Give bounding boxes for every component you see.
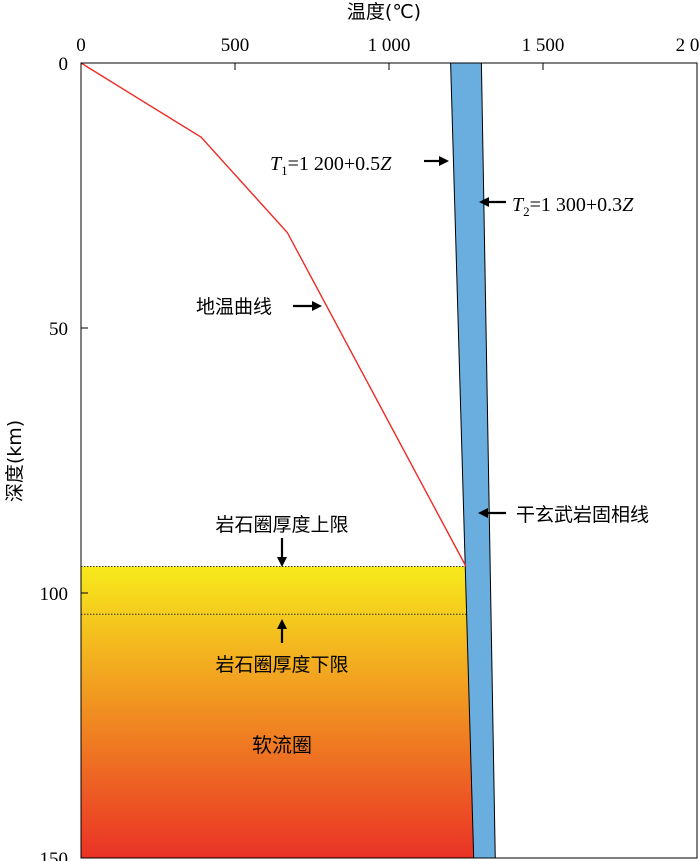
geotherm-label: 地温曲线 — [196, 296, 272, 318]
y-tick-label: 150 — [40, 849, 69, 861]
solidus-label: 干玄武岩固相线 — [516, 504, 649, 526]
y-axis-title: 深度(km) — [4, 420, 26, 502]
y-axis-ticks: 0 50 100 150 — [40, 54, 88, 861]
x-tick-label: 2 000 — [676, 35, 700, 56]
y-tick-label: 100 — [40, 584, 69, 605]
x-tick-label: 1 500 — [522, 35, 565, 56]
x-axis-title: 温度(℃) — [347, 1, 421, 23]
geotherm-line — [80, 62, 467, 567]
upper-limit-label: 岩石圈厚度上限 — [215, 514, 348, 536]
lower-limit-arrow — [277, 619, 287, 643]
t1-var: T — [270, 153, 283, 175]
t1-equation-label: T1=1 200+0.5Z — [270, 153, 392, 178]
x-tick-label: 500 — [221, 35, 250, 56]
asthenosphere-label: 软流圈 — [252, 733, 312, 757]
t2-equation: =1 300+0.3 — [530, 194, 623, 216]
y-tick-label: 50 — [49, 319, 68, 340]
upper-limit-arrow — [277, 538, 287, 567]
lower-limit-label: 岩石圈厚度下限 — [215, 654, 348, 676]
y-tick-label: 0 — [59, 54, 69, 75]
t2-var: T — [512, 194, 525, 216]
solidus-arrow — [478, 508, 506, 518]
annotations: T1=1 200+0.5Z T2=1 300+0.3Z 地温曲线 干玄武岩固相线… — [196, 153, 649, 757]
t1-equation: =1 200+0.5 — [288, 153, 381, 175]
t1-subscript: 1 — [281, 163, 288, 178]
t2-equation-label: T2=1 300+0.3Z — [512, 194, 634, 219]
x-tick-label: 1 000 — [368, 35, 411, 56]
x-tick-label: 0 — [76, 35, 86, 56]
x-axis-ticks: 0 500 1 000 1 500 2 000 — [76, 35, 700, 70]
t2-arrow — [479, 197, 506, 207]
t1-arrow — [424, 156, 449, 166]
geotherm-arrow — [293, 301, 322, 311]
t1-z: Z — [380, 153, 392, 175]
t2-z: Z — [622, 194, 634, 216]
asthenosphere-fill — [81, 566, 474, 858]
t2-subscript: 2 — [523, 204, 530, 219]
